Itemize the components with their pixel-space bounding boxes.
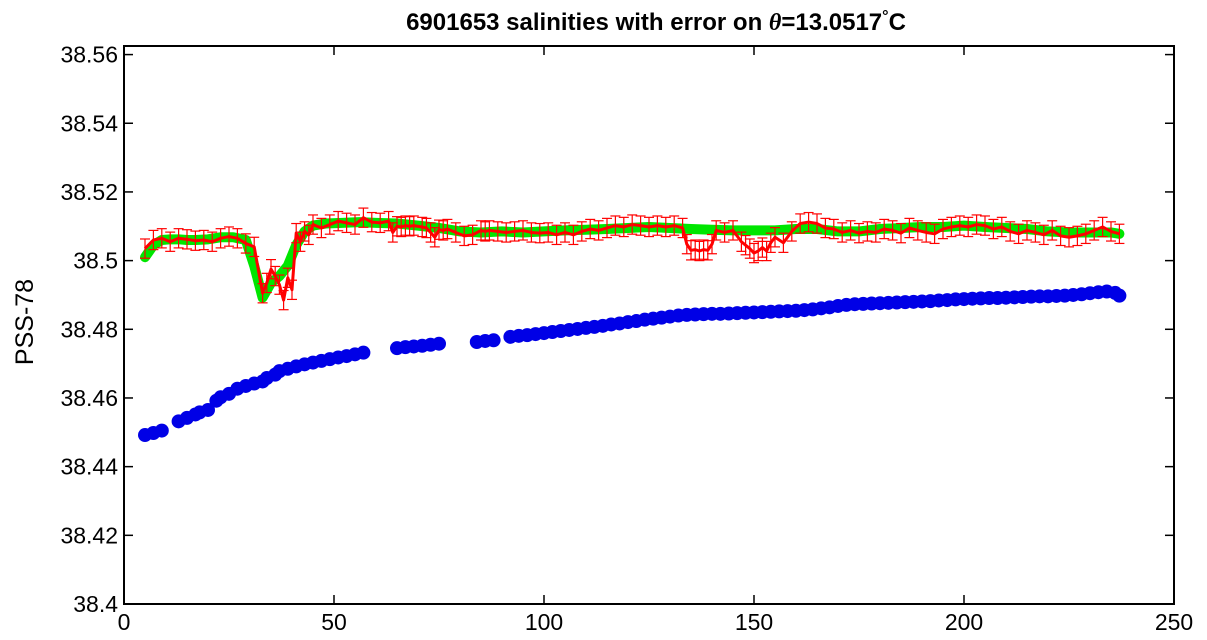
blue-data-point — [154, 423, 169, 438]
plot-area — [138, 207, 1127, 443]
y-tick-label: 38.4 — [73, 591, 118, 617]
y-tick-label: 38.54 — [60, 110, 118, 136]
y-tick-label: 38.42 — [60, 522, 118, 548]
y-tick-label: 38.52 — [60, 179, 118, 205]
chart-title-theta: θ — [769, 10, 782, 36]
y-tick-label: 38.48 — [60, 316, 118, 342]
chart-title-unit: C — [889, 9, 906, 36]
x-tick-label: 50 — [321, 609, 347, 635]
chart-title-prefix: 6901653 salinities with error on — [406, 9, 769, 36]
x-tick-label: 200 — [945, 609, 983, 635]
data-layer — [138, 207, 1127, 443]
blue-data-point — [432, 336, 446, 351]
y-tick-label: 38.46 — [60, 385, 118, 411]
x-tick-label: 250 — [1155, 609, 1193, 635]
y-tick-label: 38.56 — [60, 42, 118, 68]
y-axis-label: PSS-78 — [11, 279, 39, 365]
series-blue-points — [138, 284, 1127, 443]
chart-title-degree: ° — [882, 8, 888, 25]
blue-data-point — [201, 402, 215, 417]
chart-title-value: =13.0517 — [781, 9, 882, 36]
blue-data-point — [356, 345, 371, 360]
chart-title: 6901653 salinities with error on θ=13.05… — [406, 8, 906, 36]
axes-box — [123, 45, 1175, 605]
y-tick-label: 38.44 — [60, 454, 118, 480]
series-red-line — [143, 216, 1120, 302]
x-tick-label: 150 — [735, 609, 773, 635]
blue-data-point — [486, 333, 501, 348]
y-tick-label: 38.5 — [73, 248, 118, 274]
blue-data-point — [1112, 288, 1127, 303]
x-tick-label: 0 — [118, 609, 131, 635]
x-tick-label: 100 — [525, 609, 563, 635]
ticks-layer: 0 50 100 150 200 250 38.4 38.42 38.44 38.46 38.48 3… — [60, 42, 1193, 635]
